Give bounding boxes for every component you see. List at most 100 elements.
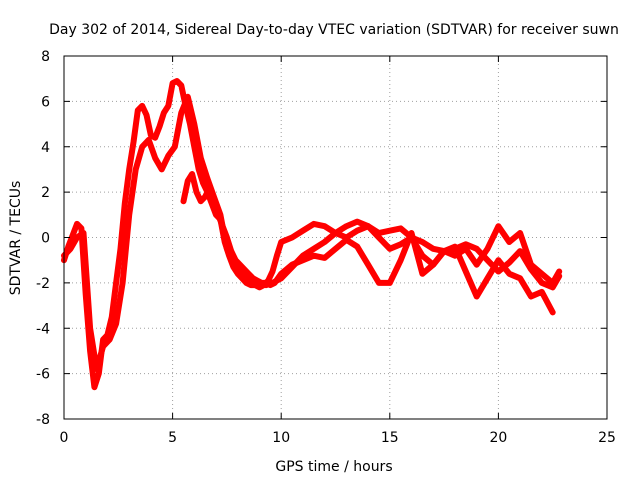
data-point [390,272,396,278]
data-point [278,239,284,245]
y-tick-label: 4 [41,140,50,156]
x-tick-label: 0 [60,430,69,446]
data-point [369,227,375,233]
data-point [466,277,472,283]
data-point [311,221,317,227]
data-point [218,219,224,225]
data-point [347,239,353,245]
series-track-c [180,171,556,316]
data-point [275,248,281,254]
data-point [528,293,534,299]
data-point [202,194,208,200]
data-point [546,303,552,309]
data-point [463,246,469,252]
data-point [81,230,87,236]
data-point [441,248,447,254]
data-point [430,262,436,268]
data-point [314,222,320,228]
data-point [427,244,433,250]
data-point [274,253,280,259]
data-point [333,230,338,236]
data-point [463,269,469,275]
data-point [423,241,429,247]
data-point [358,220,364,226]
y-tick-label: 8 [41,49,50,65]
data-point [123,189,129,195]
data-point [466,251,472,257]
data-point [318,222,324,228]
data-point [185,94,191,100]
data-point [550,280,556,286]
data-point [93,380,99,386]
data-point [191,177,197,183]
data-point [470,256,476,262]
data-point [224,235,230,240]
data-point [336,228,342,234]
data-point [115,269,121,275]
data-point [192,183,198,189]
data-point [191,121,197,127]
data-point [289,262,295,268]
data-point [152,135,158,141]
data-point [430,246,436,252]
data-point [178,82,184,88]
data-point [470,244,476,250]
data-point [351,220,357,226]
data-point [542,274,548,280]
series-group [61,78,563,391]
y-tick-label: 0 [41,231,50,247]
data-point [285,236,291,242]
data-point [109,331,115,337]
data-point [390,244,396,250]
data-point [274,277,280,283]
data-point [227,244,233,250]
data-point [120,216,126,222]
data-point [539,289,545,295]
data-point [107,337,113,343]
data-point [199,176,205,182]
data-point [383,228,389,234]
data-point [141,106,147,112]
chart-title: Day 302 of 2014, Sidereal Day-to-day VTE… [49,22,619,38]
data-point [448,245,454,251]
data-point [272,280,278,286]
data-point [535,268,541,274]
data-point [427,259,433,265]
data-point [157,163,163,169]
data-point [128,197,134,203]
data-point [376,235,382,240]
data-point [510,272,516,278]
data-point [361,222,367,228]
data-point [474,293,480,299]
data-point [207,185,213,191]
data-point [300,257,306,263]
data-point [211,200,217,206]
data-point [180,198,186,204]
data-point [398,225,404,231]
data-point [168,88,174,94]
data-point [96,371,102,377]
data-point [126,212,132,218]
data-point [230,251,236,257]
data-point [448,251,454,257]
data-point [225,239,231,245]
data-point [154,159,160,165]
data-point [416,257,422,263]
data-point [182,191,188,197]
data-point [499,262,505,268]
data-point [532,271,538,277]
data-point [132,129,138,135]
data-point [112,291,118,297]
data-point [193,189,199,195]
data-point [304,256,310,262]
data-point [117,293,123,299]
data-point [372,231,378,237]
data-point [347,222,353,228]
data-point [70,232,76,238]
data-point [304,250,310,256]
data-point [517,248,523,254]
data-point [270,269,276,275]
data-point [474,246,480,252]
data-point [217,216,223,222]
data-point [524,251,530,257]
